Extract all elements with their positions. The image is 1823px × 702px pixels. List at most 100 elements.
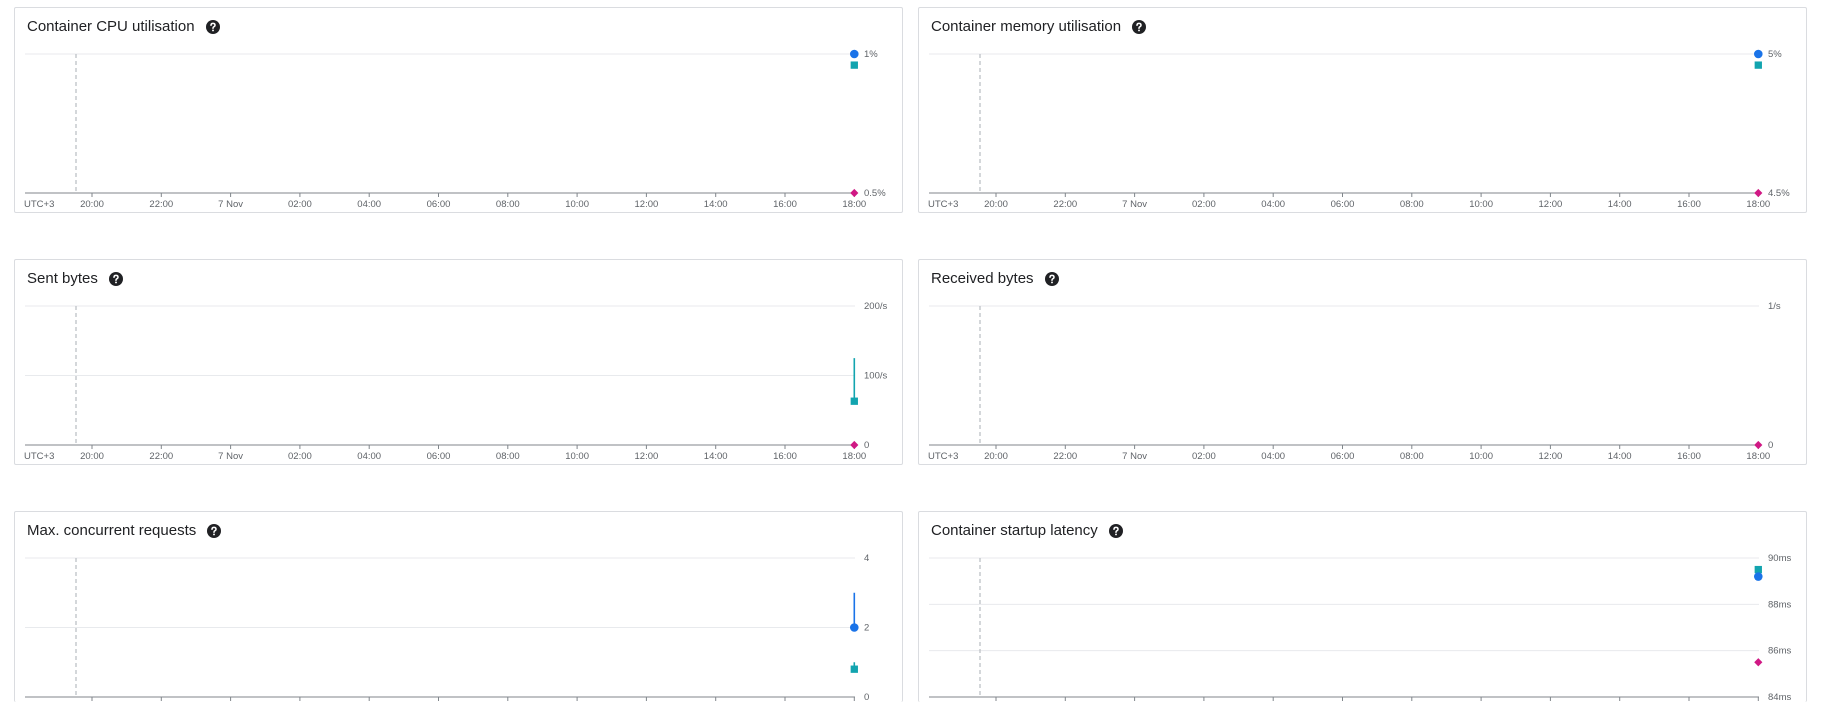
x-tick-label: 20:00 xyxy=(80,199,104,210)
data-point xyxy=(1754,49,1763,59)
chart-header: Max. concurrent requests xyxy=(27,522,222,539)
chart-card: Container CPU utilisation 0.5% 1% 20:00 22:0… xyxy=(14,7,903,213)
chart-card: Received bytes 0 1/s 20:00 22:00 7 Nov 02:00 04… xyxy=(918,259,1807,465)
data-point xyxy=(1754,61,1762,69)
x-tick-label: 18:00 xyxy=(1746,199,1770,210)
chart-header: Sent bytes xyxy=(27,270,123,287)
timezone-label: UTC+3 xyxy=(24,199,54,210)
timezone-label: UTC+3 xyxy=(928,199,958,210)
y-tick-label: 88ms xyxy=(1768,599,1791,610)
chart-header: Received bytes xyxy=(931,270,1059,287)
x-tick-label: 10:00 xyxy=(565,199,589,210)
x-tick-label: 06:00 xyxy=(427,199,451,210)
x-tick-label: 10:00 xyxy=(1469,199,1493,210)
chart-card: Container startup latency 84ms 86ms 88ms 90m… xyxy=(918,511,1807,702)
help-icon[interactable] xyxy=(108,271,123,286)
data-point xyxy=(850,188,859,198)
y-tick-label: 1/s xyxy=(1768,301,1781,312)
x-tick-label: 14:00 xyxy=(1608,199,1632,210)
help-icon[interactable] xyxy=(1044,271,1059,286)
y-tick-label: 0 xyxy=(864,692,869,702)
chart-card: Sent bytes 0 100/s 200/s 20:00 22:00 7 Nov 02:0… xyxy=(14,259,903,465)
help-icon[interactable] xyxy=(207,523,222,538)
y-tick-label: 200/s xyxy=(864,301,887,312)
chart-plot: 4.5% 5% 20:00 22:00 7 Nov 02:00 04:00 06:00 08:0… xyxy=(928,49,1790,210)
x-tick-label: 04:00 xyxy=(357,451,381,462)
x-tick-label: 20:00 xyxy=(984,451,1008,462)
chart-plot: 0 1/s 20:00 22:00 7 Nov 02:00 04:00 06:00 08:00 1… xyxy=(928,301,1781,462)
x-tick-label: 08:00 xyxy=(1400,199,1424,210)
x-tick-label: 08:00 xyxy=(496,451,520,462)
data-point xyxy=(1754,658,1763,667)
chart-title: Container startup latency xyxy=(931,522,1098,539)
help-icon[interactable] xyxy=(1132,19,1147,34)
x-tick-label: 14:00 xyxy=(704,199,728,210)
x-tick-label: 16:00 xyxy=(1677,451,1701,462)
x-tick-label: 7 Nov xyxy=(1122,199,1147,210)
x-tick-label: 08:00 xyxy=(496,199,520,210)
data-point xyxy=(850,49,859,59)
y-tick-label: 4 xyxy=(864,553,869,564)
x-tick-label: 02:00 xyxy=(1192,451,1216,462)
chart-plot: 0.5% 1% 20:00 22:00 7 Nov 02:00 04:00 06:00 08:0… xyxy=(24,49,886,210)
x-tick-label: 14:00 xyxy=(704,451,728,462)
x-tick-label: 10:00 xyxy=(1469,451,1493,462)
x-tick-label: 16:00 xyxy=(1677,199,1701,210)
data-point xyxy=(1754,565,1762,574)
data-point xyxy=(850,61,858,69)
x-tick-label: 02:00 xyxy=(1192,199,1216,210)
x-tick-label: 22:00 xyxy=(1053,199,1077,210)
x-tick-label: 06:00 xyxy=(1331,451,1355,462)
x-tick-label: 18:00 xyxy=(842,199,866,210)
x-tick-label: 18:00 xyxy=(1746,451,1770,462)
x-tick-label: 12:00 xyxy=(1539,199,1563,210)
x-tick-label: 22:00 xyxy=(149,451,173,462)
x-tick-label: 22:00 xyxy=(149,199,173,210)
x-tick-label: 16:00 xyxy=(773,199,797,210)
help-icon[interactable] xyxy=(205,19,220,34)
data-point xyxy=(1754,440,1763,450)
x-tick-label: 06:00 xyxy=(1331,199,1355,210)
y-tick-label: 5% xyxy=(1768,49,1782,60)
y-tick-label: 86ms xyxy=(1768,646,1791,657)
y-tick-label: 0 xyxy=(1768,440,1773,451)
x-tick-label: 20:00 xyxy=(80,451,104,462)
chart-title: Sent bytes xyxy=(27,270,98,287)
chart-plot: 0 100/s 200/s 20:00 22:00 7 Nov 02:00 04:00 06:0… xyxy=(24,301,887,462)
x-tick-label: 02:00 xyxy=(288,451,312,462)
x-tick-label: 08:00 xyxy=(1400,451,1424,462)
x-tick-label: 20:00 xyxy=(984,199,1008,210)
x-tick-label: 7 Nov xyxy=(1122,451,1147,462)
chart-title: Max. concurrent requests xyxy=(27,522,197,539)
data-point xyxy=(850,397,858,405)
chart-header: Container CPU utilisation xyxy=(27,18,220,35)
help-icon[interactable] xyxy=(1108,523,1123,538)
data-point xyxy=(850,665,858,673)
data-point xyxy=(850,623,859,632)
x-tick-label: 04:00 xyxy=(1261,199,1285,210)
y-tick-label: 2 xyxy=(864,623,869,634)
y-tick-label: 1% xyxy=(864,49,878,60)
x-tick-label: 14:00 xyxy=(1608,451,1632,462)
x-tick-label: 12:00 xyxy=(635,199,659,210)
data-point xyxy=(1754,188,1763,198)
y-tick-label: 90ms xyxy=(1768,553,1791,564)
data-point xyxy=(850,440,859,450)
y-tick-label: 0.5% xyxy=(864,188,886,199)
timezone-label: UTC+3 xyxy=(24,451,54,462)
x-tick-label: 7 Nov xyxy=(218,451,243,462)
x-tick-label: 7 Nov xyxy=(218,199,243,210)
y-tick-label: 84ms xyxy=(1768,692,1791,702)
x-tick-label: 16:00 xyxy=(773,451,797,462)
x-tick-label: 10:00 xyxy=(565,451,589,462)
x-tick-label: 04:00 xyxy=(357,199,381,210)
x-tick-label: 12:00 xyxy=(635,451,659,462)
x-tick-label: 02:00 xyxy=(288,199,312,210)
x-tick-label: 18:00 xyxy=(842,451,866,462)
x-tick-label: 04:00 xyxy=(1261,451,1285,462)
x-tick-label: 06:00 xyxy=(427,451,451,462)
y-tick-label: 4.5% xyxy=(1768,188,1790,199)
